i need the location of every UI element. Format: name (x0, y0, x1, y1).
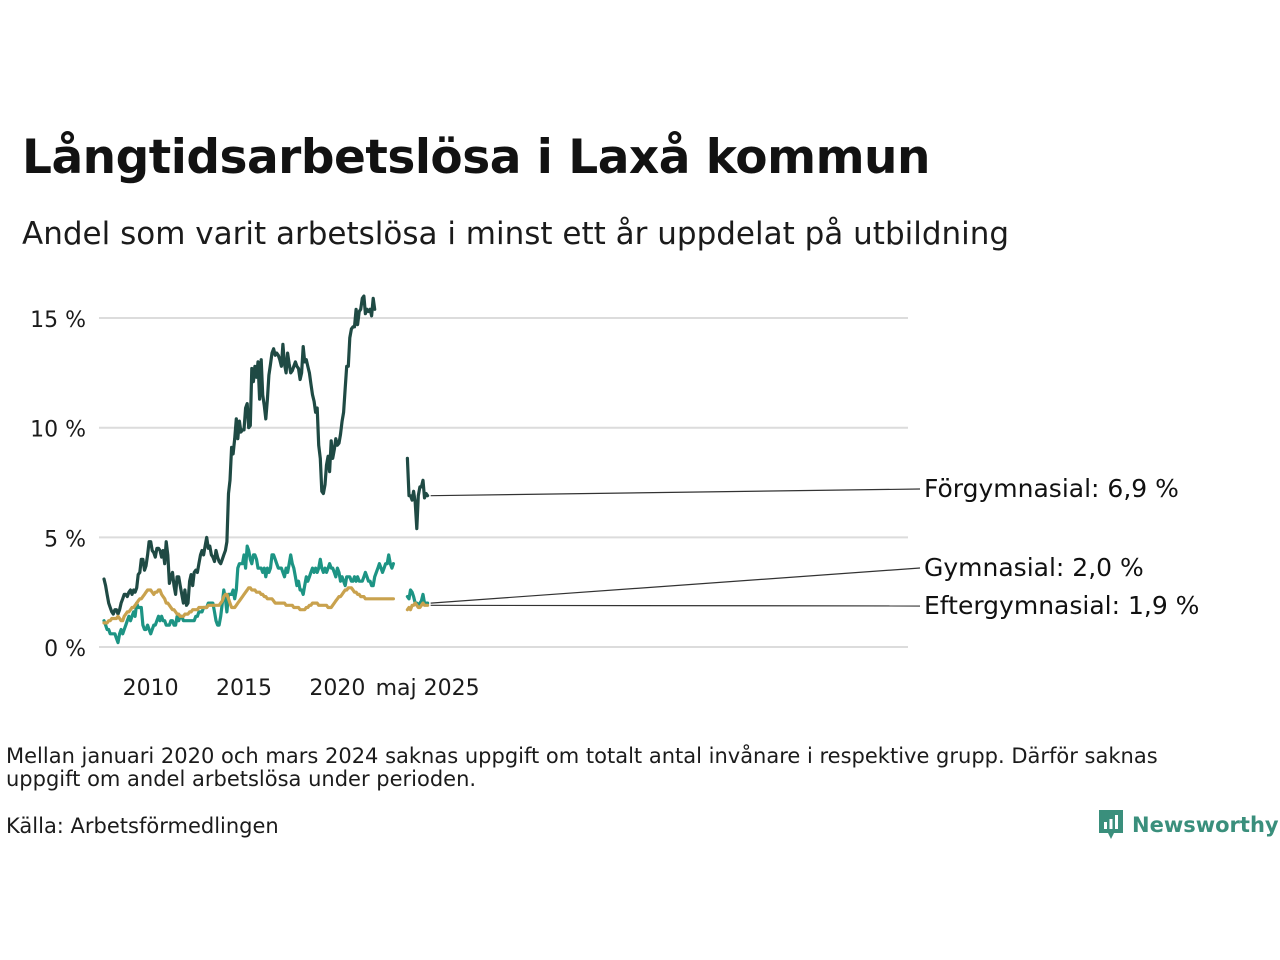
series-line-segment (102, 586, 395, 625)
x-tick-label: maj 2025 (376, 676, 480, 701)
y-tick-label: 0 % (44, 637, 86, 662)
label-connector (430, 604, 921, 607)
y-tick-label: 5 % (44, 527, 86, 552)
chart-subtitle: Andel som varit arbetslösa i minst ett å… (22, 216, 1010, 252)
source-credit: Källa: Arbetsförmedlingen (6, 814, 279, 838)
series-end-label: Gymnasial: 2,0 % (924, 553, 1144, 582)
label-connector (430, 488, 921, 497)
series-lines (102, 294, 430, 645)
series-end-label: Förgymnasial: 6,9 % (924, 474, 1179, 503)
gridlines (99, 317, 908, 648)
series-line-segment (405, 601, 430, 612)
series-line-segment (405, 456, 430, 531)
x-tick-label: 2020 (309, 676, 365, 701)
bar-chart-icon (1099, 810, 1123, 839)
newsworthy-logo[interactable]: Newsworthy (1098, 808, 1279, 842)
series-line-segment (102, 294, 377, 616)
brand-name: Newsworthy (1132, 813, 1279, 837)
series-end-labels: Förgymnasial: 6,9 % Gymnasial: 2,0 % Efter… (430, 474, 1199, 620)
series-eftergymnasial (102, 586, 430, 625)
line-chart: 0 % 5 % 10 % 15 % 2010 2015 2020 maj 2025 Förg… (30, 294, 1199, 701)
series-förgymnasial (102, 294, 430, 616)
label-connector (430, 567, 921, 604)
y-axis-ticks: 0 % 5 % 10 % 15 % (30, 308, 86, 662)
series-end-label: Eftergymnasial: 1,9 % (924, 591, 1199, 620)
y-tick-label: 10 % (30, 418, 86, 443)
x-axis-ticks: 2010 2015 2020 maj 2025 (123, 676, 480, 701)
y-tick-label: 15 % (30, 308, 86, 333)
series-line-segment (102, 544, 395, 645)
chart-title: Långtidsarbetslösa i Laxå kommun (22, 130, 930, 185)
x-tick-label: 2010 (123, 676, 179, 701)
x-tick-label: 2015 (216, 676, 272, 701)
footnote: Mellan januari 2020 och mars 2024 saknas… (6, 744, 1158, 791)
